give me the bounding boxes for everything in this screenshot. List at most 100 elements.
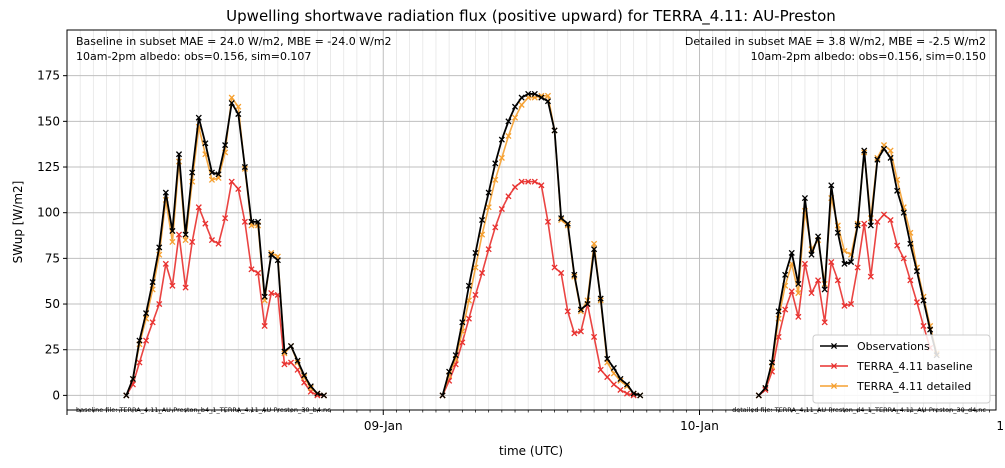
x-tick-label: 09-Jan [364, 419, 403, 433]
data-point-observations [439, 392, 446, 399]
data-point-observations [762, 385, 769, 392]
x-tick-label: 11-Jan [996, 419, 1005, 433]
data-point-terra-4-11-baseline [195, 204, 202, 211]
data-point-terra-4-11-baseline [511, 184, 519, 191]
data-point-terra-4-11-baseline [189, 238, 196, 245]
data-point-terra-4-11-baseline [861, 220, 868, 227]
data-point-observations [228, 100, 235, 107]
legend-swatch-marker [830, 382, 838, 390]
data-point-terra-4-11-baseline [801, 260, 808, 267]
data-point-observations [143, 310, 150, 317]
data-point-observations [129, 375, 136, 383]
data-point-observations [123, 392, 130, 399]
data-point-terra-4-11-detailed [887, 147, 894, 154]
data-point-terra-4-11-detailed [544, 92, 552, 99]
data-point-terra-4-11-detailed [307, 385, 314, 392]
data-point-terra-4-11-detailed [281, 350, 288, 357]
data-point-terra-4-11-baseline [571, 330, 578, 337]
data-point-terra-4-11-baseline [834, 277, 841, 284]
data-point-observations [861, 147, 868, 154]
data-point-observations [564, 220, 571, 227]
data-point-observations [459, 319, 466, 326]
data-point-observations [314, 390, 321, 397]
data-point-observations [854, 222, 861, 229]
data-point-terra-4-11-baseline [162, 260, 169, 267]
data-point-observations [525, 90, 532, 98]
data-point-terra-4-11-baseline [577, 328, 584, 335]
data-point-terra-4-11-baseline [222, 215, 229, 222]
legend-swatch-marker [830, 342, 838, 350]
data-point-terra-4-11-baseline [465, 315, 472, 322]
detailed-metrics-line1: Detailed in subset MAE = 3.8 W/m2, MBE =… [685, 35, 986, 48]
data-point-terra-4-11-baseline [821, 319, 828, 326]
data-point-terra-4-11-baseline [248, 266, 255, 273]
data-point-terra-4-11-baseline [235, 185, 242, 193]
data-point-terra-4-11-baseline [841, 302, 848, 309]
series-layer [123, 90, 940, 399]
data-point-observations [801, 195, 808, 202]
baseline-metrics-line1: Baseline in subset MAE = 24.0 W/m2, MBE … [76, 35, 392, 48]
data-point-terra-4-11-baseline [894, 242, 901, 249]
data-point-terra-4-11-baseline [143, 337, 150, 344]
legend-label: TERRA_4.11 detailed [856, 380, 971, 393]
data-point-observations [907, 240, 914, 247]
data-point-observations [610, 364, 617, 372]
data-point-observations [498, 136, 505, 143]
data-point-terra-4-11-baseline [544, 218, 552, 225]
data-point-terra-4-11-detailed [498, 154, 505, 161]
data-point-terra-4-11-detailed [208, 176, 216, 183]
data-point-terra-4-11-detailed [485, 204, 492, 211]
data-point-terra-4-11-baseline [558, 269, 565, 277]
data-point-observations [577, 306, 584, 313]
data-point-terra-4-11-baseline [564, 308, 571, 315]
data-point-observations [162, 189, 169, 196]
data-point-terra-4-11-baseline [551, 264, 558, 271]
data-point-observations [465, 282, 472, 289]
data-point-terra-4-11-baseline [169, 282, 176, 289]
data-point-terra-4-11-baseline [175, 231, 183, 238]
y-tick-label: 125 [37, 160, 60, 174]
data-point-observations [808, 251, 815, 258]
data-point-terra-4-11-detailed [617, 377, 624, 384]
data-point-terra-4-11-baseline [498, 205, 505, 213]
data-point-terra-4-11-baseline [241, 218, 248, 225]
data-point-terra-4-11-baseline [156, 300, 163, 308]
minor-grid [79, 30, 990, 410]
data-point-terra-4-11-baseline [597, 366, 604, 373]
data-point-observations [544, 98, 552, 105]
data-point-observations [834, 229, 841, 236]
data-point-observations [261, 293, 268, 300]
legend-entries: Observations TERRA_4.11 baseline TERRA_4.1… [820, 340, 973, 393]
data-point-terra-4-11-baseline [479, 269, 486, 277]
data-point-observations [136, 337, 143, 344]
data-point-terra-4-11-baseline [874, 218, 881, 225]
data-point-observations [307, 383, 314, 390]
data-point-terra-4-11-baseline [472, 291, 479, 298]
data-point-observations [274, 257, 281, 264]
data-point-terra-4-11-detailed [169, 238, 176, 245]
y-tick-label: 150 [37, 114, 60, 128]
data-point-terra-4-11-detailed [182, 237, 189, 244]
data-point-terra-4-11-baseline [887, 216, 894, 224]
data-point-observations [268, 251, 275, 258]
data-point-terra-4-11-baseline [617, 386, 624, 393]
x-tick-label: 10-Jan [680, 419, 719, 433]
data-point-terra-4-11-detailed [518, 101, 525, 108]
data-point-observations [215, 171, 222, 178]
data-point-terra-4-11-baseline [610, 381, 617, 388]
data-point-observations [182, 231, 189, 238]
data-point-terra-4-11-baseline [815, 277, 822, 284]
data-point-observations [755, 392, 762, 399]
detailed-albedo-line2: 10am-2pm albedo: obs=0.156, sim=0.150 [751, 50, 986, 63]
axis-ticks: 0 25 50 75 100 125 150 175 09-Jan 10-Jan 11-Jan [37, 69, 1005, 433]
data-point-observations [505, 118, 512, 125]
data-point-terra-4-11-baseline [149, 319, 156, 326]
data-point-terra-4-11-baseline [261, 322, 268, 330]
data-point-observations [208, 169, 216, 176]
legend-swatch-marker [830, 362, 838, 370]
data-point-terra-4-11-detailed [591, 240, 598, 247]
data-point-observations [531, 90, 538, 98]
data-point-terra-4-11-baseline [604, 374, 611, 381]
y-tick-label: 0 [52, 388, 60, 402]
data-point-terra-4-11-detailed [235, 103, 242, 110]
